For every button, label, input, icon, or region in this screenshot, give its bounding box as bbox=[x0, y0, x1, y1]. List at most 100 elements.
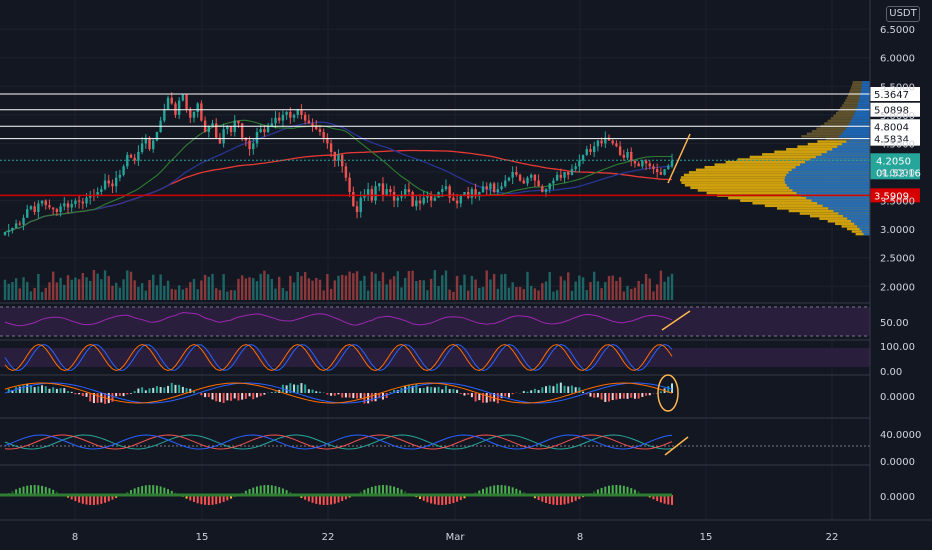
candle-body[interactable] bbox=[7, 230, 10, 232]
candle-body[interactable] bbox=[618, 146, 622, 155]
candle-body[interactable] bbox=[626, 152, 629, 158]
candle-body[interactable] bbox=[148, 137, 151, 150]
candle-body[interactable] bbox=[622, 154, 626, 158]
candle-body[interactable] bbox=[66, 203, 70, 208]
candle-body[interactable] bbox=[433, 197, 437, 201]
candle-body[interactable] bbox=[285, 112, 288, 115]
candle-body[interactable] bbox=[355, 206, 359, 212]
candle-body[interactable] bbox=[570, 169, 574, 175]
candle-body[interactable] bbox=[133, 157, 136, 161]
candle-body[interactable] bbox=[389, 189, 392, 192]
candle-body[interactable] bbox=[537, 180, 540, 187]
candle-body[interactable] bbox=[192, 112, 196, 118]
trend-line[interactable] bbox=[667, 133, 691, 184]
candlesticks[interactable] bbox=[3, 92, 674, 237]
candle-body[interactable] bbox=[229, 126, 233, 132]
candle-body[interactable] bbox=[478, 192, 481, 195]
candle-body[interactable] bbox=[381, 183, 385, 195]
level-tag[interactable] bbox=[870, 119, 920, 134]
candle-body[interactable] bbox=[111, 183, 114, 187]
candle-body[interactable] bbox=[644, 160, 648, 164]
candle-body[interactable] bbox=[14, 223, 18, 228]
candle-body[interactable] bbox=[392, 192, 396, 201]
candle-body[interactable] bbox=[85, 197, 88, 204]
candle-body[interactable] bbox=[596, 140, 600, 147]
trend-lines[interactable] bbox=[661, 133, 691, 456]
candle-body[interactable] bbox=[470, 189, 474, 198]
candle-body[interactable] bbox=[426, 194, 429, 198]
candle-body[interactable] bbox=[266, 126, 270, 132]
candle-body[interactable] bbox=[548, 183, 551, 190]
candle-body[interactable] bbox=[611, 140, 614, 144]
candle-body[interactable] bbox=[255, 132, 259, 144]
candle-body[interactable] bbox=[663, 169, 666, 175]
candle-body[interactable] bbox=[215, 123, 218, 138]
candle-body[interactable] bbox=[107, 180, 110, 184]
candle-body[interactable] bbox=[196, 103, 199, 112]
candle-body[interactable] bbox=[518, 174, 522, 181]
candle-body[interactable] bbox=[152, 140, 155, 150]
candle-body[interactable] bbox=[348, 177, 351, 192]
candle-body[interactable] bbox=[552, 180, 555, 184]
candle-body[interactable] bbox=[641, 160, 644, 167]
candle-body[interactable] bbox=[29, 206, 33, 210]
candle-body[interactable] bbox=[292, 114, 296, 118]
candle-body[interactable] bbox=[274, 117, 277, 124]
candle-body[interactable] bbox=[544, 189, 548, 192]
candle-body[interactable] bbox=[74, 200, 77, 204]
candle-body[interactable] bbox=[604, 137, 607, 144]
candle-body[interactable] bbox=[118, 174, 122, 178]
candle-body[interactable] bbox=[303, 114, 307, 121]
candle-body[interactable] bbox=[366, 189, 370, 195]
candle-body[interactable] bbox=[352, 192, 355, 207]
candle-body[interactable] bbox=[459, 194, 462, 204]
candle-body[interactable] bbox=[500, 186, 503, 190]
candle-body[interactable] bbox=[581, 154, 585, 161]
candle-body[interactable] bbox=[578, 160, 581, 167]
candle-body[interactable] bbox=[200, 103, 203, 121]
candle-body[interactable] bbox=[474, 189, 477, 195]
candle-body[interactable] bbox=[407, 189, 411, 192]
candle-body[interactable] bbox=[33, 206, 36, 212]
candle-body[interactable] bbox=[322, 132, 325, 138]
candle-body[interactable] bbox=[129, 154, 133, 158]
candle-body[interactable] bbox=[515, 172, 518, 175]
candle-body[interactable] bbox=[307, 120, 311, 124]
highlight-circle[interactable] bbox=[657, 374, 679, 412]
time-axis[interactable]: 8 15 22 Mar 8 15 22 bbox=[0, 519, 932, 543]
candle-body[interactable] bbox=[652, 166, 655, 170]
candle-body[interactable] bbox=[400, 194, 403, 198]
candle-body[interactable] bbox=[96, 192, 99, 196]
candle-body[interactable] bbox=[574, 166, 577, 170]
candle-body[interactable] bbox=[418, 200, 422, 204]
candle-body[interactable] bbox=[496, 189, 500, 192]
candle-body[interactable] bbox=[259, 129, 262, 132]
candle-body[interactable] bbox=[189, 109, 192, 118]
candle-body[interactable] bbox=[318, 129, 322, 132]
candle-body[interactable] bbox=[563, 172, 566, 178]
candle-body[interactable] bbox=[633, 160, 637, 164]
candle-body[interactable] bbox=[655, 169, 659, 172]
candle-body[interactable] bbox=[659, 172, 663, 175]
candle-body[interactable] bbox=[567, 172, 570, 175]
currency-badge[interactable]: USDT bbox=[886, 6, 920, 22]
candle-body[interactable] bbox=[311, 123, 314, 127]
candle-body[interactable] bbox=[429, 194, 433, 201]
candle-body[interactable] bbox=[237, 120, 240, 124]
candle-body[interactable] bbox=[485, 186, 488, 190]
candle-body[interactable] bbox=[555, 174, 559, 181]
candle-body[interactable] bbox=[218, 137, 222, 144]
candle-body[interactable] bbox=[411, 192, 414, 207]
candle-body[interactable] bbox=[211, 123, 214, 127]
candle-body[interactable] bbox=[670, 160, 674, 167]
candle-body[interactable] bbox=[415, 200, 418, 207]
candle-body[interactable] bbox=[270, 123, 273, 127]
candle-body[interactable] bbox=[185, 94, 188, 110]
candle-body[interactable] bbox=[363, 194, 366, 198]
candle-body[interactable] bbox=[396, 197, 399, 201]
candle-body[interactable] bbox=[114, 177, 118, 187]
candle-body[interactable] bbox=[240, 123, 244, 138]
candle-body[interactable] bbox=[77, 200, 81, 202]
candle-body[interactable] bbox=[300, 109, 303, 115]
candle-body[interactable] bbox=[441, 189, 444, 192]
